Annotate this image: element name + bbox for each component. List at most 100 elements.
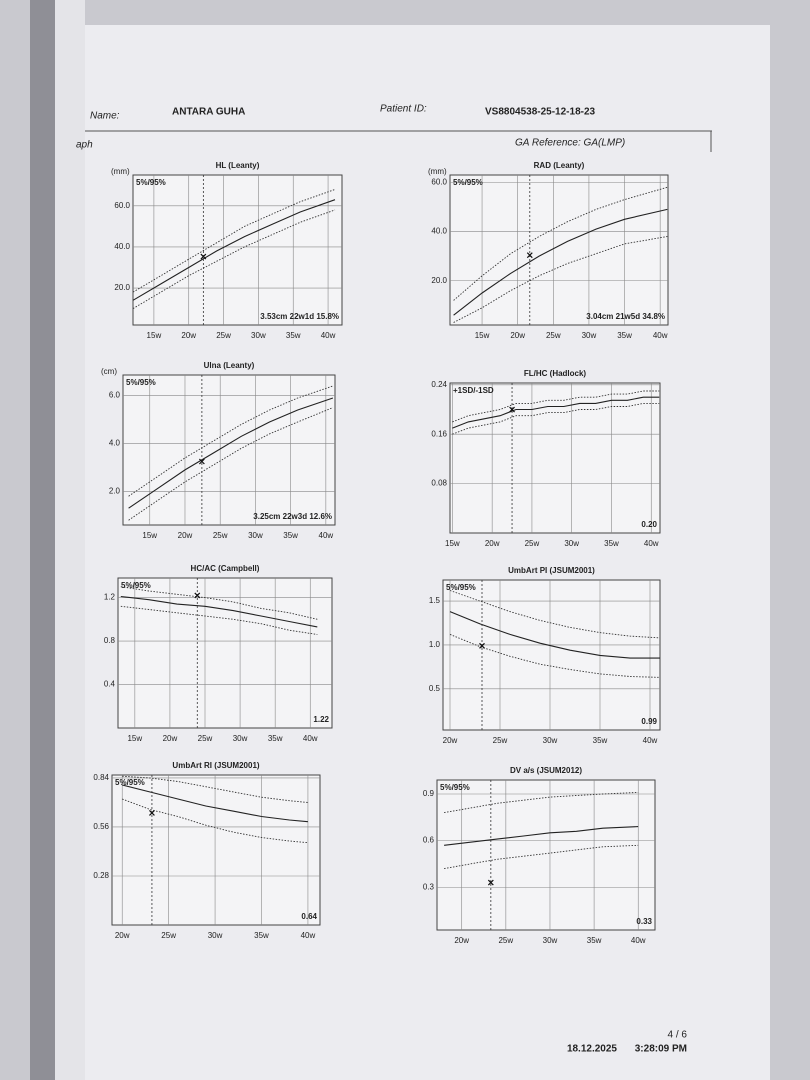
- x-tick-label: 30w: [543, 736, 558, 745]
- x-tick-label: 35w: [254, 931, 269, 940]
- x-tick-label: 25w: [493, 736, 508, 745]
- x-tick-label: 30w: [543, 936, 558, 945]
- plot-area: [449, 382, 661, 534]
- series-line: [120, 586, 318, 620]
- y-tick-label: 1.2: [104, 593, 116, 602]
- back-sheet: [55, 0, 85, 1080]
- series-line: [444, 844, 639, 870]
- axis-unit: (mm): [111, 167, 130, 176]
- y-tick-label: 40.0: [431, 227, 447, 236]
- series-line: [453, 186, 668, 301]
- series-line: [122, 784, 308, 823]
- series-line: [128, 407, 334, 521]
- chart-title: HC/AC (Campbell): [191, 564, 260, 573]
- x-tick-label: 25w: [198, 734, 213, 743]
- patient-point: [479, 642, 485, 649]
- series-line: [453, 208, 668, 316]
- x-tick-label: 40w: [653, 331, 668, 340]
- x-tick-label: 40w: [631, 936, 646, 945]
- x-tick-label: 35w: [283, 531, 298, 540]
- y-tick-label: 20.0: [431, 276, 447, 285]
- chart-title: RAD (Leanty): [534, 161, 585, 170]
- legend-label: 5%/95%: [115, 778, 145, 787]
- y-tick-label: 0.08: [431, 479, 447, 488]
- annotation: 3.25cm 22w3d 12.6%: [253, 512, 332, 521]
- patient-id: VS8804538-25-12-18-23: [485, 107, 596, 118]
- legend-label: 5%/95%: [453, 178, 483, 187]
- series-line: [453, 236, 668, 323]
- annotation: 0.99: [641, 717, 657, 726]
- plot-area: [442, 579, 661, 731]
- y-tick-label: 0.24: [431, 380, 447, 389]
- chart-title: FL/HC (Hadlock): [524, 369, 587, 378]
- x-tick-label: 20w: [178, 531, 193, 540]
- x-tick-label: 25w: [213, 531, 228, 540]
- chart-title: Ulna (Leanty): [204, 361, 255, 370]
- x-tick-label: 20w: [115, 931, 130, 940]
- x-tick-label: 35w: [286, 331, 301, 340]
- y-tick-label: 20.0: [114, 283, 130, 292]
- x-tick-label: 15w: [147, 331, 162, 340]
- series-line: [120, 605, 318, 635]
- x-tick-label: 25w: [546, 331, 561, 340]
- legend-label: 5%/95%: [440, 783, 470, 792]
- x-tick-label: 30w: [582, 331, 597, 340]
- x-tick-label: 15w: [127, 734, 142, 743]
- chart-title: DV a/s (JSUM2012): [510, 766, 582, 775]
- x-tick-label: 15w: [142, 531, 157, 540]
- y-tick-label: 2.0: [109, 487, 121, 496]
- legend-label: 5%/95%: [136, 178, 166, 187]
- y-tick-label: 0.28: [93, 871, 109, 880]
- x-tick-label: 40w: [643, 736, 658, 745]
- x-tick-label: 25w: [498, 936, 513, 945]
- patient-point: [198, 458, 205, 465]
- x-tick-label: 35w: [604, 539, 619, 548]
- series-line: [128, 385, 334, 497]
- y-tick-label: 40.0: [114, 242, 130, 251]
- y-tick-label: 6.0: [109, 391, 121, 400]
- series-line: [132, 209, 336, 309]
- series-line: [132, 199, 336, 301]
- chart-title: HL (Leanty): [216, 161, 260, 170]
- legend-label: +1SD/-1SD: [453, 386, 494, 395]
- section-label: aph: [76, 140, 93, 151]
- x-tick-label: 35w: [268, 734, 283, 743]
- series-line: [444, 826, 639, 846]
- series-line: [449, 611, 660, 659]
- y-tick-label: 0.9: [423, 789, 435, 798]
- annotation: 0.33: [636, 917, 652, 926]
- series-line: [452, 396, 660, 429]
- y-tick-label: 0.16: [431, 429, 447, 438]
- x-tick-label: 40w: [301, 931, 316, 940]
- x-tick-label: 30w: [564, 539, 579, 548]
- x-tick-label: 25w: [525, 539, 540, 548]
- y-tick-label: 0.56: [93, 822, 109, 831]
- patient-name: ANTARA GUHA: [172, 107, 245, 118]
- y-tick-label: 60.0: [114, 201, 130, 210]
- plot-area: [111, 774, 321, 926]
- series-line: [128, 397, 334, 509]
- plot-area: [449, 174, 669, 326]
- x-tick-label: 20w: [443, 736, 458, 745]
- patient-point: [526, 252, 533, 259]
- id-label: Patient ID:: [380, 104, 427, 115]
- patient-point: [200, 253, 207, 260]
- y-tick-label: 0.6: [423, 836, 435, 845]
- axis-unit: (mm): [428, 167, 447, 176]
- legend-label: 5%/95%: [126, 378, 156, 387]
- x-tick-label: 40w: [303, 734, 318, 743]
- series-line: [449, 590, 661, 639]
- x-tick-label: 20w: [454, 936, 469, 945]
- x-tick-label: 20w: [181, 331, 196, 340]
- y-tick-label: 4.0: [109, 439, 121, 448]
- series-line: [449, 633, 661, 678]
- y-tick-label: 0.8: [104, 636, 116, 645]
- x-tick-label: 15w: [475, 331, 490, 340]
- plot-area: [117, 577, 333, 729]
- x-tick-label: 20w: [163, 734, 178, 743]
- print-time: 3:28:09 PM: [635, 1044, 687, 1055]
- annotation: 3.53cm 22w1d 15.8%: [260, 312, 339, 321]
- x-tick-label: 20w: [485, 539, 500, 548]
- x-tick-label: 30w: [248, 531, 263, 540]
